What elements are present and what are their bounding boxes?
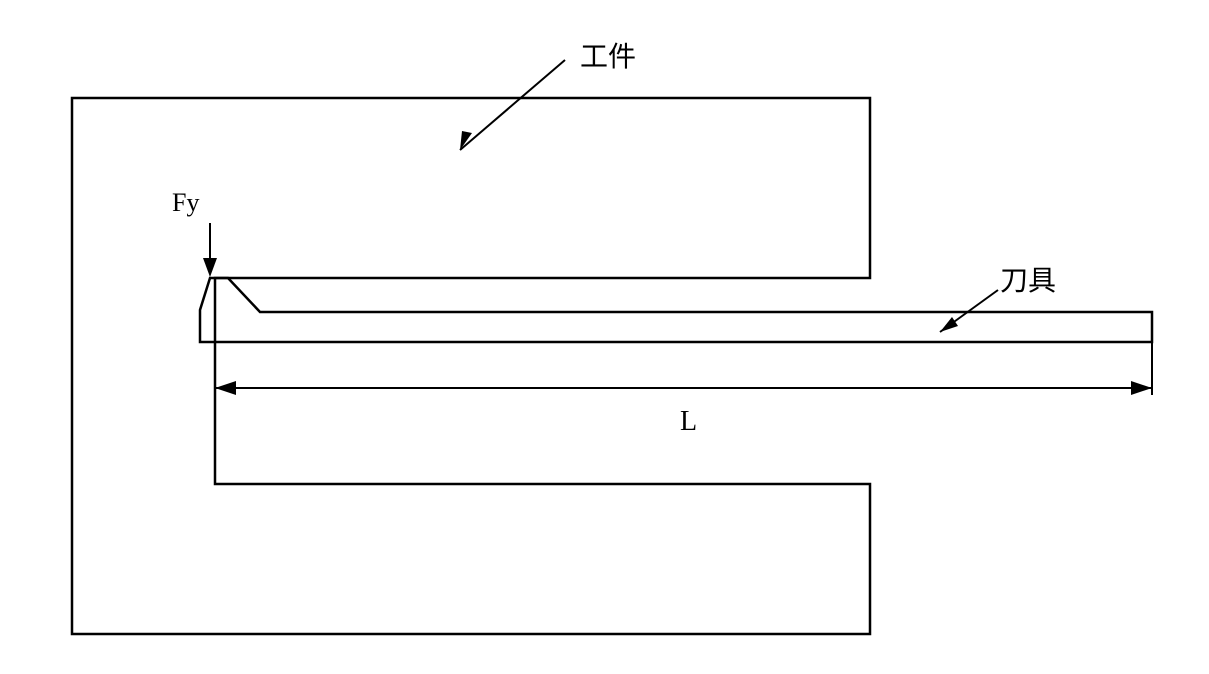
dim-right-arrowhead (1131, 381, 1152, 395)
force-arrowhead (203, 258, 217, 277)
diagram-svg (0, 0, 1209, 674)
engineering-diagram: 工件 Fy 刀具 L (0, 0, 1209, 674)
workpiece-arrow-line (460, 60, 565, 150)
dim-left-arrowhead (215, 381, 236, 395)
tool-label: 刀具 (1000, 259, 1056, 299)
length-label: L (680, 406, 697, 438)
workpiece-label: 工件 (580, 35, 636, 75)
tool-arrowhead (940, 317, 958, 332)
workpiece-shape (72, 98, 870, 634)
force-label: Fy (172, 188, 199, 218)
